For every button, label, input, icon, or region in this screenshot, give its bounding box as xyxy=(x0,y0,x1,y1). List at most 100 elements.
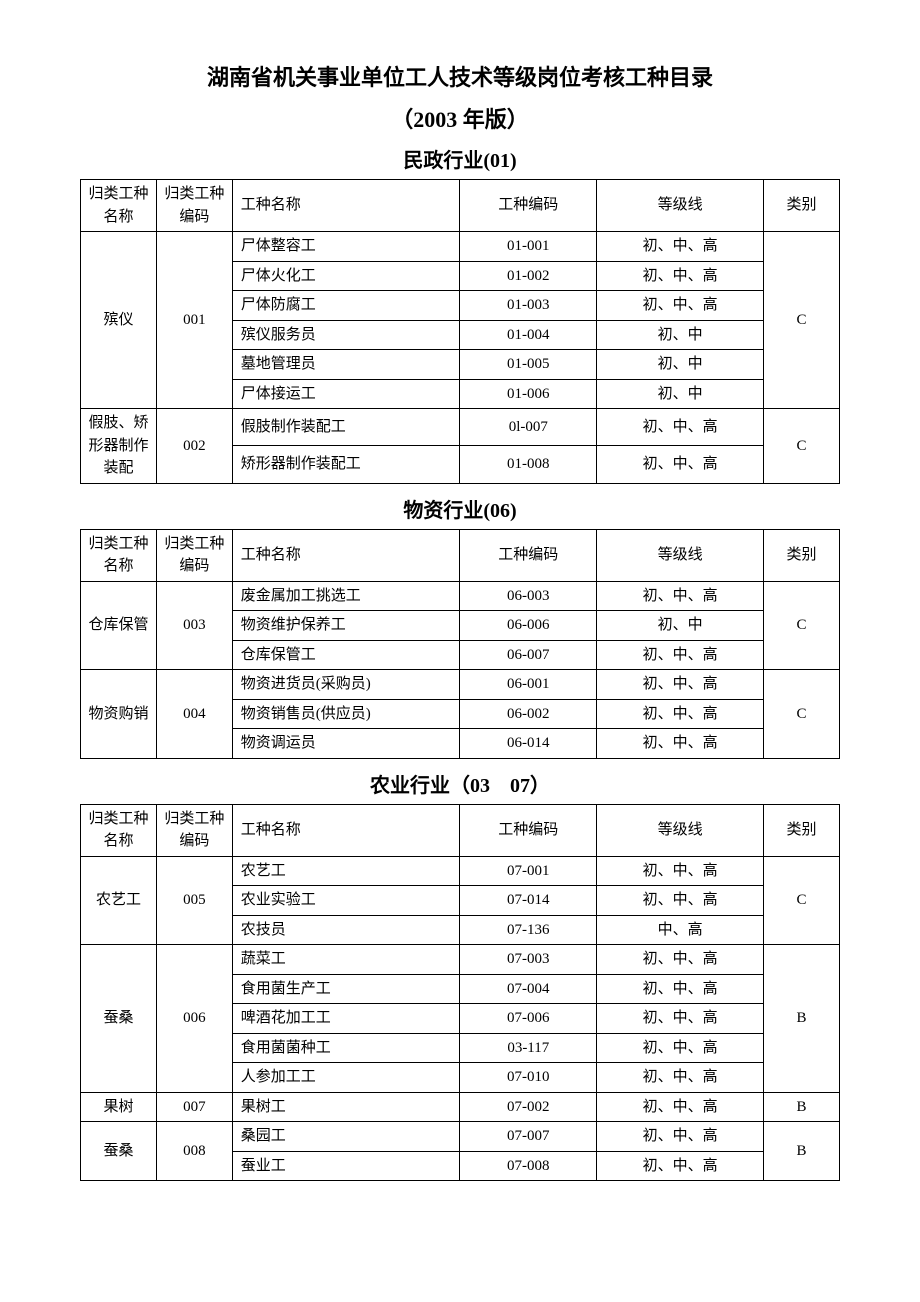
cell-job-name: 假肢制作装配工 xyxy=(232,409,460,446)
cell-job-name: 蔬菜工 xyxy=(232,945,460,975)
cell-level: 初、中、高 xyxy=(597,446,764,483)
cell-job-name: 墓地管理员 xyxy=(232,350,460,380)
th-job-code: 工种编码 xyxy=(460,804,597,856)
th-category: 类别 xyxy=(764,180,840,232)
job-table: 归类工种名称归类工种编码工种名称工种编码等级线类别殡仪001尸体整容工01-00… xyxy=(80,179,840,484)
cell-group-code: 002 xyxy=(156,409,232,484)
table-row: 蚕桑008桑园工07-007初、中、高B xyxy=(81,1122,840,1152)
cell-level: 初、中、高 xyxy=(597,1033,764,1063)
th-job-name: 工种名称 xyxy=(232,804,460,856)
cell-job-code: 07-003 xyxy=(460,945,597,975)
job-table: 归类工种名称归类工种编码工种名称工种编码等级线类别仓库保管003废金属加工挑选工… xyxy=(80,529,840,759)
cell-level: 初、中、高 xyxy=(597,729,764,759)
cell-job-code: 06-002 xyxy=(460,699,597,729)
cell-job-code: 01-006 xyxy=(460,379,597,409)
cell-group-name: 假肢、矫形器制作装配 xyxy=(81,409,157,484)
cell-job-name: 啤酒花加工工 xyxy=(232,1004,460,1034)
th-level: 等级线 xyxy=(597,804,764,856)
cell-job-name: 桑园工 xyxy=(232,1122,460,1152)
cell-category: B xyxy=(764,1092,840,1122)
cell-job-name: 尸体火化工 xyxy=(232,261,460,291)
cell-job-name: 农业实验工 xyxy=(232,886,460,916)
table-row: 蚕桑006蔬菜工07-003初、中、高B xyxy=(81,945,840,975)
cell-job-code: 01-008 xyxy=(460,446,597,483)
cell-job-code: 0l-007 xyxy=(460,409,597,446)
cell-category: C xyxy=(764,409,840,484)
cell-level: 初、中、高 xyxy=(597,1063,764,1093)
cell-job-code: 06-001 xyxy=(460,670,597,700)
th-group-code: 归类工种编码 xyxy=(156,180,232,232)
cell-job-code: 03-117 xyxy=(460,1033,597,1063)
cell-job-name: 物资销售员(供应员) xyxy=(232,699,460,729)
cell-group-name: 蚕桑 xyxy=(81,1122,157,1181)
th-job-code: 工种编码 xyxy=(460,529,597,581)
cell-job-code: 01-001 xyxy=(460,232,597,262)
cell-category: C xyxy=(764,856,840,945)
cell-level: 初、中、高 xyxy=(597,640,764,670)
cell-job-code: 06-014 xyxy=(460,729,597,759)
cell-category: B xyxy=(764,1122,840,1181)
cell-job-name: 果树工 xyxy=(232,1092,460,1122)
cell-job-code: 06-007 xyxy=(460,640,597,670)
cell-job-name: 殡仪服务员 xyxy=(232,320,460,350)
cell-job-code: 07-136 xyxy=(460,915,597,945)
cell-level: 初、中、高 xyxy=(597,232,764,262)
th-category: 类别 xyxy=(764,529,840,581)
cell-job-code: 07-006 xyxy=(460,1004,597,1034)
cell-job-name: 农艺工 xyxy=(232,856,460,886)
cell-group-code: 004 xyxy=(156,670,232,759)
cell-level: 初、中、高 xyxy=(597,1004,764,1034)
cell-job-name: 废金属加工挑选工 xyxy=(232,581,460,611)
cell-level: 初、中、高 xyxy=(597,886,764,916)
th-group-name: 归类工种名称 xyxy=(81,180,157,232)
cell-level: 初、中、高 xyxy=(597,1122,764,1152)
cell-job-code: 07-007 xyxy=(460,1122,597,1152)
th-job-code: 工种编码 xyxy=(460,180,597,232)
cell-group-name: 仓库保管 xyxy=(81,581,157,670)
th-group-name: 归类工种名称 xyxy=(81,804,157,856)
job-table: 归类工种名称归类工种编码工种名称工种编码等级线类别农艺工005农艺工07-001… xyxy=(80,804,840,1182)
cell-job-code: 01-004 xyxy=(460,320,597,350)
cell-level: 初、中、高 xyxy=(597,945,764,975)
table-row: 农艺工005农艺工07-001初、中、高C xyxy=(81,856,840,886)
section-heading: 物资行业(06) xyxy=(80,494,840,523)
cell-level: 初、中、高 xyxy=(597,581,764,611)
cell-job-name: 人参加工工 xyxy=(232,1063,460,1093)
cell-level: 初、中 xyxy=(597,320,764,350)
cell-job-name: 物资维护保养工 xyxy=(232,611,460,641)
cell-job-code: 07-014 xyxy=(460,886,597,916)
cell-job-code: 01-002 xyxy=(460,261,597,291)
cell-level: 初、中、高 xyxy=(597,670,764,700)
cell-job-name: 仓库保管工 xyxy=(232,640,460,670)
cell-job-code: 01-003 xyxy=(460,291,597,321)
th-level: 等级线 xyxy=(597,529,764,581)
cell-job-code: 01-005 xyxy=(460,350,597,380)
cell-group-code: 001 xyxy=(156,232,232,409)
cell-job-name: 食用菌生产工 xyxy=(232,974,460,1004)
cell-job-name: 尸体整容工 xyxy=(232,232,460,262)
section-heading: 民政行业(01) xyxy=(80,144,840,173)
cell-category: B xyxy=(764,945,840,1093)
cell-job-code: 06-003 xyxy=(460,581,597,611)
th-job-name: 工种名称 xyxy=(232,529,460,581)
cell-category: C xyxy=(764,581,840,670)
cell-level: 初、中、高 xyxy=(597,974,764,1004)
cell-level: 初、中、高 xyxy=(597,699,764,729)
cell-level: 中、高 xyxy=(597,915,764,945)
cell-job-code: 07-010 xyxy=(460,1063,597,1093)
cell-group-name: 蚕桑 xyxy=(81,945,157,1093)
cell-level: 初、中 xyxy=(597,350,764,380)
page-subtitle: （2003 年版） xyxy=(80,102,840,134)
cell-level: 初、中、高 xyxy=(597,261,764,291)
cell-job-name: 矫形器制作装配工 xyxy=(232,446,460,483)
cell-group-code: 003 xyxy=(156,581,232,670)
cell-level: 初、中、高 xyxy=(597,291,764,321)
section-heading: 农业行业（03 07） xyxy=(80,769,840,798)
cell-group-name: 殡仪 xyxy=(81,232,157,409)
cell-group-code: 007 xyxy=(156,1092,232,1122)
cell-job-code: 07-008 xyxy=(460,1151,597,1181)
cell-group-code: 005 xyxy=(156,856,232,945)
cell-group-code: 008 xyxy=(156,1122,232,1181)
cell-level: 初、中 xyxy=(597,379,764,409)
th-group-name: 归类工种名称 xyxy=(81,529,157,581)
